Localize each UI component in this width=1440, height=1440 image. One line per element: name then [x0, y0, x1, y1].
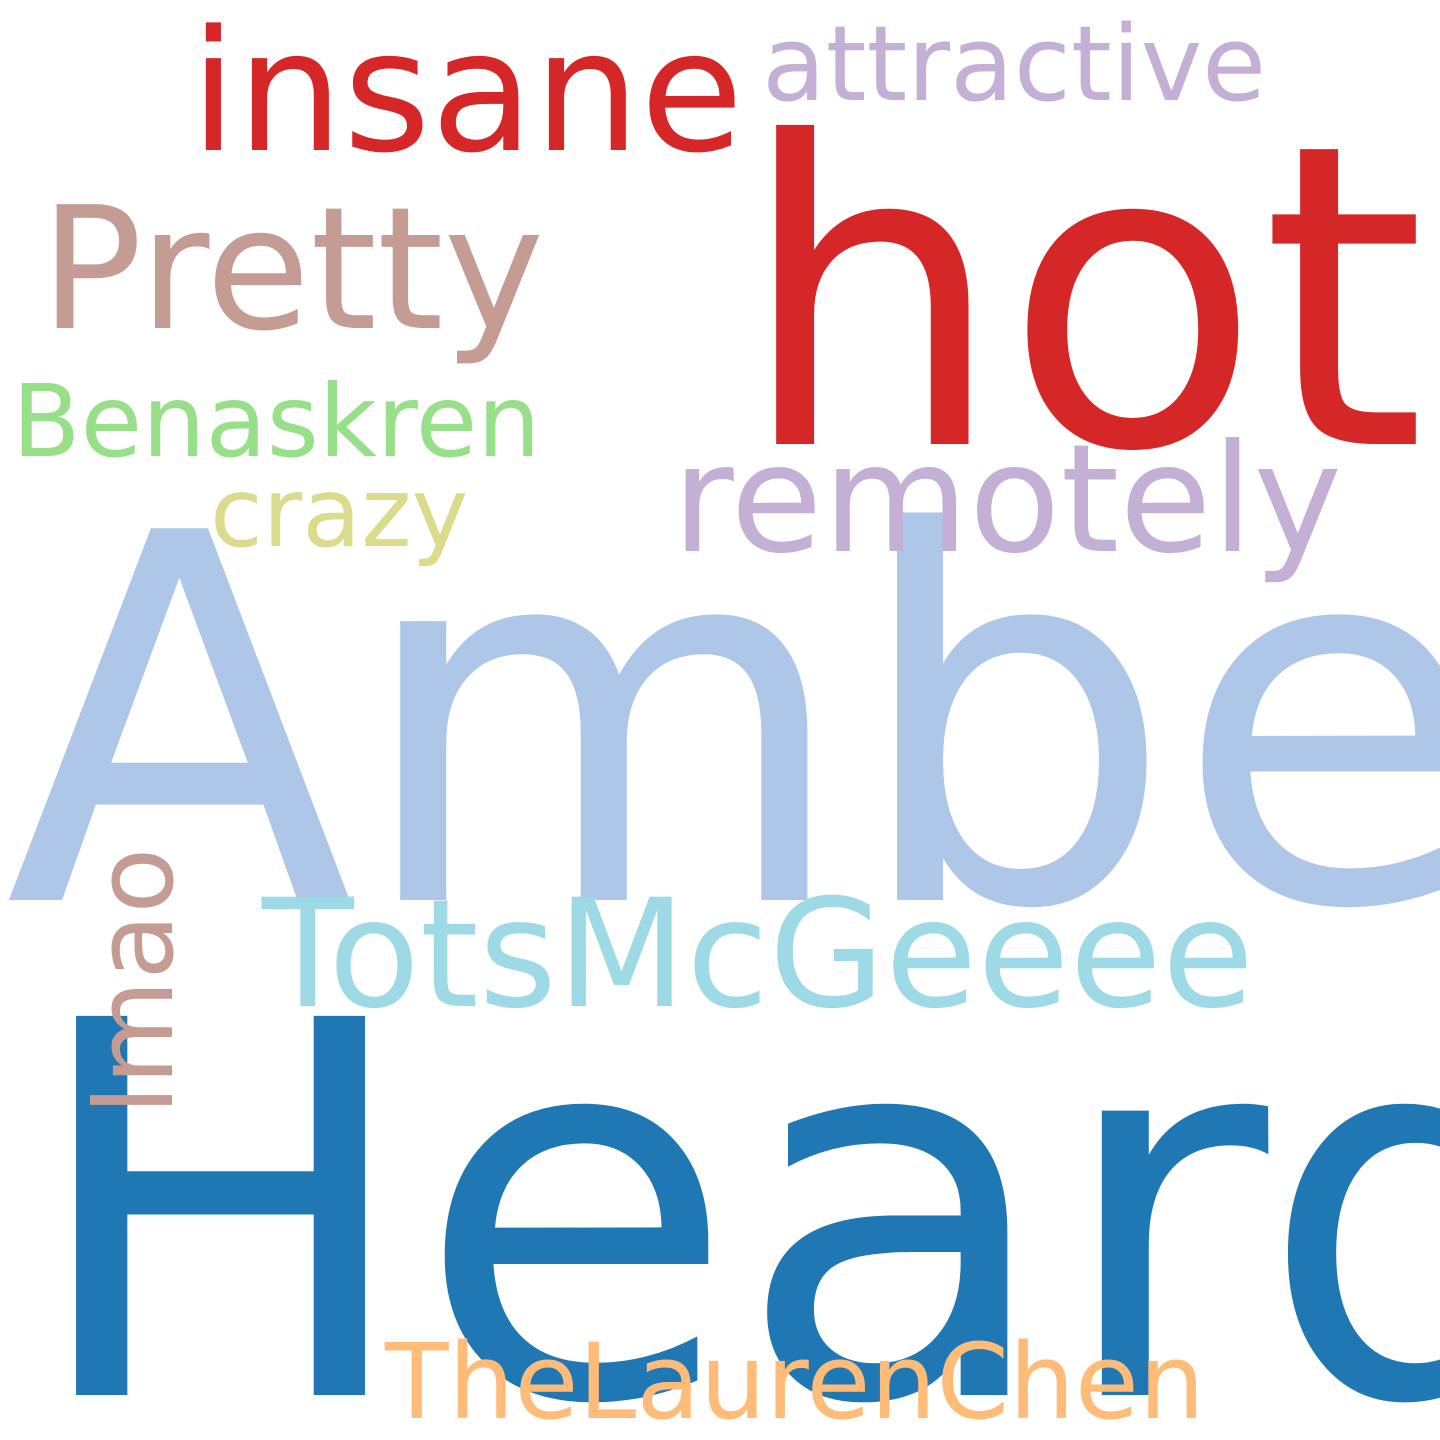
word-heard: Heard [25, 912, 1440, 1440]
word-insane: insane [190, 0, 744, 190]
word-remotely: remotely [672, 413, 1343, 587]
word-benaskren: Benaskren [12, 363, 541, 480]
word-lmao: lmao [73, 847, 198, 1115]
word-thelaurenchen: TheLaurenChen [385, 1321, 1205, 1440]
word-hot: hot [738, 55, 1426, 544]
word-crazy: crazy [210, 457, 469, 569]
word-pretty: Pretty [40, 171, 545, 369]
word-attractive: attractive [762, 3, 1267, 125]
word-totsmcgeeee: TotsMcGeeee [262, 868, 1255, 1042]
word-amber: Amber [5, 428, 1440, 1021]
